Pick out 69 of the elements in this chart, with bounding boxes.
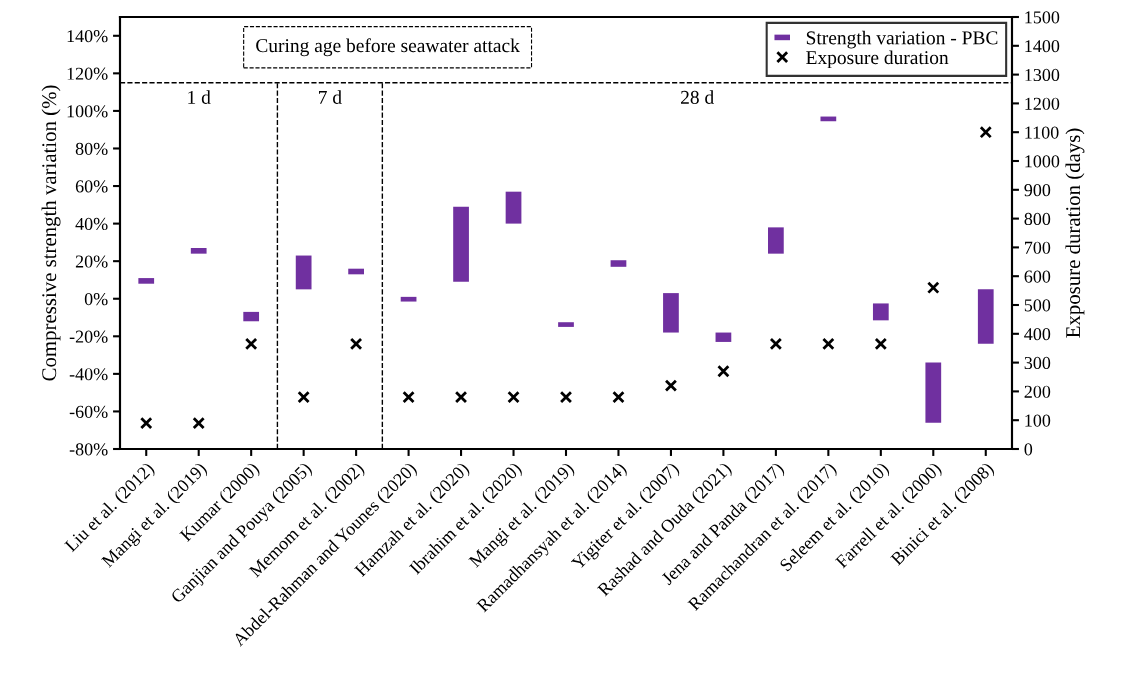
bar bbox=[400, 296, 417, 302]
y2-tick-label: 700 bbox=[1025, 241, 1051, 254]
y2-tick-label: 900 bbox=[1024, 184, 1051, 197]
bar bbox=[663, 293, 679, 333]
y2-tick-label: 800 bbox=[1024, 212, 1051, 226]
y2-tick-label: 1100 bbox=[1025, 126, 1059, 139]
y2-tick-label: 500 bbox=[1024, 299, 1051, 312]
point bbox=[717, 364, 730, 378]
y2-tick-label: 1000 bbox=[1025, 155, 1060, 168]
point bbox=[139, 416, 153, 430]
point bbox=[192, 416, 206, 430]
y2-tick-label: 1400 bbox=[1025, 40, 1060, 53]
point bbox=[769, 337, 783, 351]
bar bbox=[925, 362, 942, 423]
y-tick-label: 60% bbox=[75, 180, 108, 193]
annotation: 7 d bbox=[319, 90, 342, 104]
bar bbox=[977, 289, 994, 344]
y-tick-label: 100% bbox=[67, 105, 108, 118]
y-tick-label: -20% bbox=[69, 330, 108, 343]
y-tick-label: 20% bbox=[75, 255, 108, 268]
bar bbox=[768, 227, 784, 254]
bar bbox=[558, 322, 574, 327]
point bbox=[979, 125, 993, 139]
point bbox=[297, 390, 310, 404]
y-tick-label: -60% bbox=[69, 405, 108, 418]
legend-label: Exposure duration bbox=[806, 50, 949, 69]
point bbox=[926, 281, 940, 295]
bar bbox=[190, 248, 207, 254]
y2-tick-label: 100 bbox=[1025, 414, 1051, 427]
bar bbox=[872, 303, 889, 321]
legend-label: Strength variation - PBC bbox=[806, 30, 998, 49]
point bbox=[244, 337, 258, 351]
bar bbox=[295, 255, 312, 290]
point bbox=[349, 337, 363, 351]
point bbox=[874, 337, 888, 351]
bar bbox=[610, 260, 627, 267]
bar bbox=[715, 332, 732, 342]
annotation: Curing age before seawater attack bbox=[256, 38, 520, 57]
bar bbox=[348, 268, 364, 275]
y-tick-label: 80% bbox=[75, 142, 108, 155]
bar bbox=[243, 311, 260, 322]
y2-tick-label: 400 bbox=[1024, 328, 1051, 341]
y2-tick-label: 600 bbox=[1024, 270, 1051, 283]
bar bbox=[138, 278, 155, 284]
point bbox=[402, 390, 415, 404]
point bbox=[454, 390, 468, 404]
y2-tick-label: 0 bbox=[1024, 443, 1033, 456]
point bbox=[822, 337, 835, 351]
y2-tick-label: 1200 bbox=[1025, 97, 1060, 110]
y2-axis-title: Exposure duration (days) bbox=[1065, 128, 1085, 338]
point bbox=[507, 390, 520, 404]
y-tick-label: 140% bbox=[67, 30, 108, 43]
y-tick-label: 120% bbox=[67, 67, 108, 80]
point bbox=[664, 379, 678, 392]
annotation: 28 d bbox=[681, 90, 714, 104]
y-tick-label: 0% bbox=[84, 293, 108, 306]
y2-tick-label: 300 bbox=[1024, 356, 1051, 370]
y2-tick-label: 1300 bbox=[1025, 68, 1060, 82]
y2-tick-label: 200 bbox=[1024, 385, 1051, 398]
bar bbox=[453, 206, 469, 282]
y-tick-label: 40% bbox=[75, 217, 108, 231]
point bbox=[559, 390, 573, 404]
y-tick-label: -80% bbox=[69, 443, 108, 456]
y2-tick-label: 1500 bbox=[1025, 11, 1060, 24]
point bbox=[612, 390, 625, 404]
y-axis-title: Compressive strength variation (%) bbox=[41, 85, 61, 381]
annotation: 1 d bbox=[188, 90, 211, 104]
y-tick-label: -40% bbox=[69, 368, 108, 381]
bar bbox=[505, 191, 522, 224]
